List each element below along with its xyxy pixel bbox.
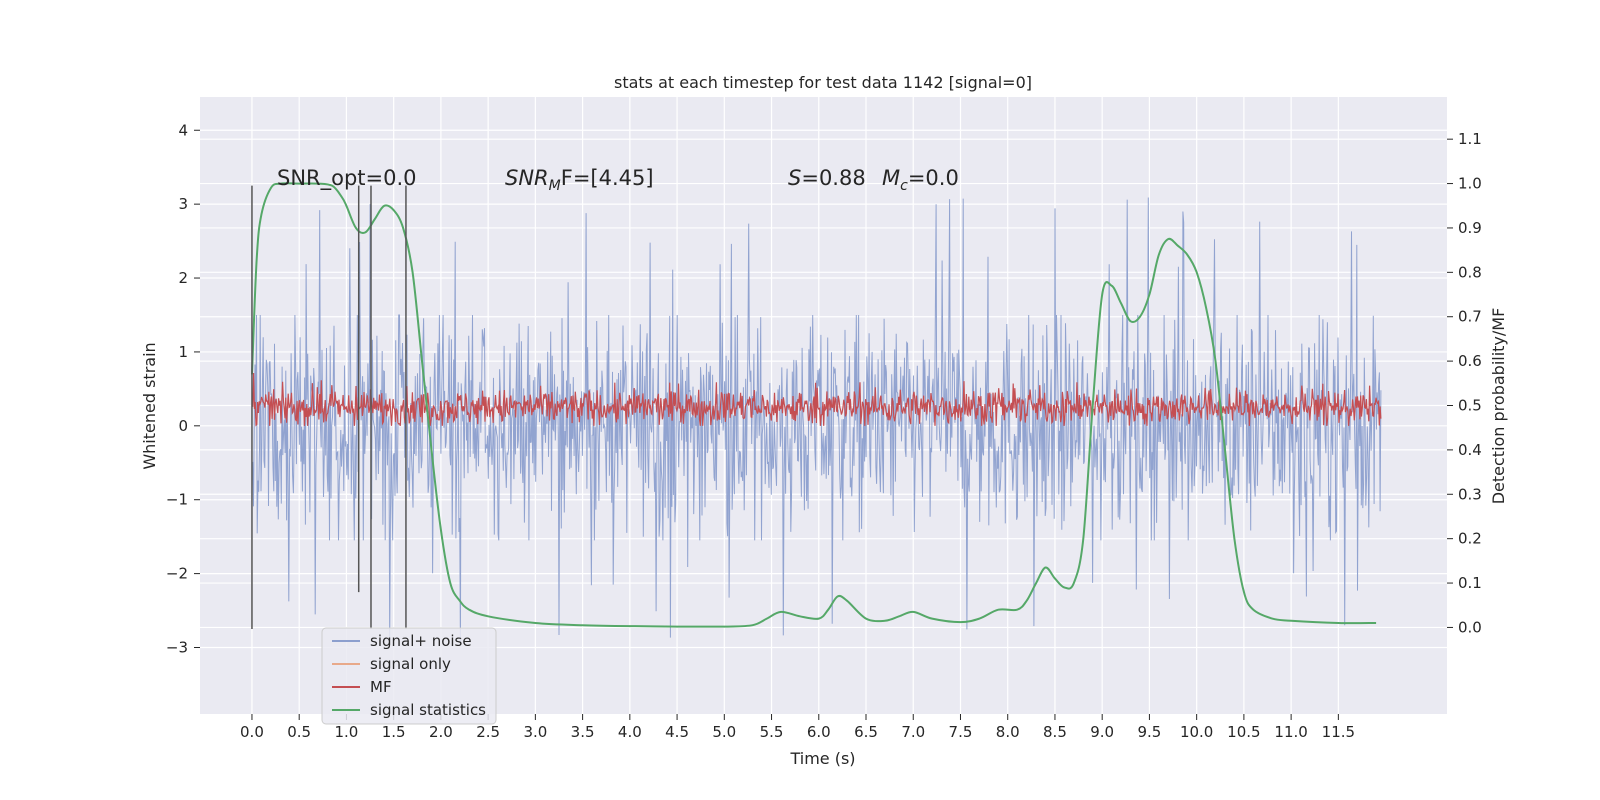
y-right-tick-label: 0.4 — [1458, 441, 1482, 459]
x-axis-label: Time (s) — [789, 749, 855, 768]
y-right-tick-label: 0.7 — [1458, 308, 1482, 326]
legend-label-signal-noise: signal+ noise — [370, 632, 472, 650]
vertical-markers — [251, 185, 407, 630]
y-left-tick-label: 1 — [178, 343, 188, 361]
x-tick-label: 4.5 — [665, 723, 689, 741]
x-tick-label: 3.0 — [523, 723, 547, 741]
x-tick-label: 4.0 — [618, 723, 642, 741]
y-right-tick-label: 0.8 — [1458, 263, 1482, 281]
grid-lines — [200, 97, 1447, 714]
mc-subscript: c — [900, 178, 908, 194]
chart-title: stats at each timestep for test data 114… — [614, 73, 1032, 92]
legend-label-signal-statistics: signal statistics — [370, 701, 486, 719]
y-right-tick-labels: 1.1 1.0 0.9 0.8 0.7 0.6 0.5 0.4 0.3 0.2 0.1 0.0 — [1447, 130, 1482, 636]
x-tick-label: 8.5 — [1043, 723, 1067, 741]
y-right-axis-label: Detection probability/MF — [1489, 308, 1508, 505]
s-symbol: S — [788, 166, 801, 190]
x-tick-label: 5.0 — [712, 723, 736, 741]
x-tick-label: 10.0 — [1180, 723, 1213, 741]
x-tick-label: 1.5 — [382, 723, 406, 741]
legend-label-signal-only: signal only — [370, 655, 451, 673]
legend-label-mf: MF — [370, 678, 392, 696]
mf-line — [251, 372, 1382, 427]
y-right-tick-label: 0.6 — [1458, 352, 1482, 370]
mc-value: =0.0 — [908, 166, 959, 190]
y-right-tick-label: 1.0 — [1458, 175, 1482, 193]
y-right-tick-label: 0.2 — [1458, 530, 1482, 548]
y-left-tick-label: −1 — [166, 491, 188, 509]
y-left-tick-label: 2 — [178, 269, 188, 287]
x-tick-label: 3.5 — [571, 723, 595, 741]
y-left-axis-label: Whitened strain — [140, 342, 159, 469]
y-right-tick-label: 1.1 — [1458, 130, 1482, 148]
mf-series — [251, 372, 1382, 427]
y-right-tick-label: 0.5 — [1458, 397, 1482, 415]
mc-symbol: M — [882, 166, 900, 190]
signal-plus-noise-line — [251, 197, 1382, 644]
y-right-tick-label: 0.0 — [1458, 618, 1482, 636]
snr-mf-annotation: SNRMF=[4.45] — [505, 166, 654, 194]
x-tick-label: 10.5 — [1227, 723, 1260, 741]
x-tick-label: 7.0 — [901, 723, 925, 741]
mc-annotation: Mc=0.0 — [882, 166, 959, 194]
x-tick-labels: 0.0 0.5 1.0 1.5 2.0 2.5 3.0 3.5 4.0 4.5 5.0 5.5 6.0 6… — [240, 714, 1355, 741]
snr-mf-symbol: SNR — [505, 166, 549, 190]
x-tick-label: 11.0 — [1274, 723, 1307, 741]
x-tick-label: 7.5 — [949, 723, 973, 741]
signal-statistics-line — [251, 182, 1377, 628]
snr-opt-annotation: SNR_opt=0.0 — [277, 166, 417, 191]
y-left-tick-label: 4 — [178, 121, 188, 139]
x-tick-label: 0.0 — [240, 723, 264, 741]
x-tick-label: 2.5 — [476, 723, 500, 741]
x-tick-label: 9.5 — [1137, 723, 1161, 741]
x-tick-label: 5.5 — [760, 723, 784, 741]
y-left-tick-label: 0 — [178, 417, 188, 435]
signal-statistics-series — [251, 182, 1377, 628]
y-right-tick-label: 0.9 — [1458, 219, 1482, 237]
x-tick-label: 1.0 — [334, 723, 358, 741]
x-tick-label: 6.5 — [854, 723, 878, 741]
x-tick-label: 8.0 — [996, 723, 1020, 741]
x-tick-label: 9.0 — [1090, 723, 1114, 741]
x-tick-label: 0.5 — [287, 723, 311, 741]
snr-mf-subscript: M — [549, 178, 561, 194]
legend-box — [321, 627, 497, 725]
x-tick-label: 2.0 — [429, 723, 453, 741]
y-left-tick-label: −2 — [166, 565, 188, 583]
s-value: =0.88 — [801, 166, 865, 190]
legend: signal+ noise signal only MF signal stat… — [321, 627, 497, 725]
snr-mf-value: F=[4.45] — [561, 166, 654, 190]
y-left-tick-label: −3 — [166, 638, 188, 656]
x-tick-label: 11.5 — [1322, 723, 1355, 741]
signal-plus-noise-series — [251, 197, 1382, 644]
x-tick-label: 6.0 — [807, 723, 831, 741]
y-right-tick-label: 0.3 — [1458, 485, 1482, 503]
s-annotation: S=0.88 — [788, 166, 866, 190]
y-left-tick-label: 3 — [178, 195, 188, 213]
y-left-tick-labels: 4 3 2 1 0 −1 −2 −3 — [166, 121, 200, 656]
y-right-tick-label: 0.1 — [1458, 574, 1482, 592]
